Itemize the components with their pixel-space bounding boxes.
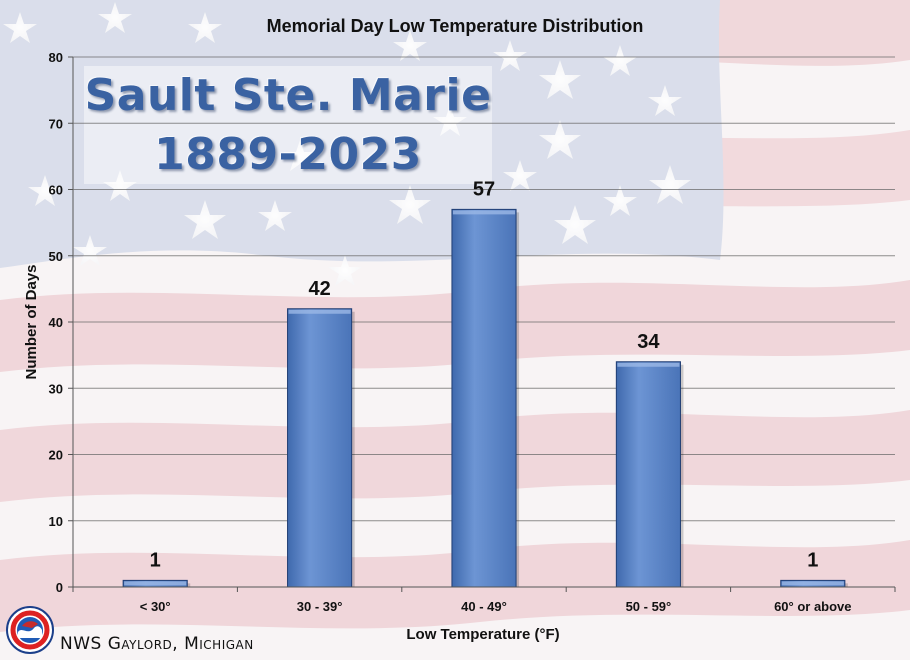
bar-rect xyxy=(287,308,353,588)
bar xyxy=(780,579,848,588)
bar xyxy=(287,308,355,588)
y-axis-ticks: 0 10 20 30 40 50 60 70 80 xyxy=(49,50,73,595)
data-label: 34 xyxy=(637,331,660,353)
x-tick-label: 40 - 49° xyxy=(461,599,507,614)
y-tick-label: 70 xyxy=(49,116,63,131)
bar-highlight xyxy=(452,210,516,215)
x-tick-label: 30 - 39° xyxy=(297,599,343,614)
y-axis-title: Number of Days xyxy=(23,264,40,379)
data-labels: 1 42 57 34 1 xyxy=(150,178,819,571)
data-label: 57 xyxy=(473,178,495,200)
period-title: 1889-2023 xyxy=(154,129,422,180)
bar-rect xyxy=(451,208,517,588)
x-axis-ticks: < 30° 30 - 39° 40 - 49° 50 - 59° 60° or abov… xyxy=(72,587,896,614)
bar-highlight xyxy=(288,309,351,314)
bar-highlight xyxy=(617,362,680,367)
y-tick-label: 10 xyxy=(49,514,63,529)
bar xyxy=(615,361,684,588)
bar-highlight xyxy=(124,581,187,586)
bars xyxy=(122,208,848,588)
data-label: 42 xyxy=(308,278,330,300)
plot-area: 0 10 20 30 40 50 60 70 80 < 30° 30 - 39° 40 - 49° 5… xyxy=(49,50,896,614)
x-axis-title: Low Temperature (°F) xyxy=(406,626,559,643)
footer-credit: NWS Gaylord, Michigan xyxy=(60,634,254,654)
y-tick-label: 30 xyxy=(49,381,63,396)
x-tick-label: 50 - 59° xyxy=(626,599,672,614)
data-label: 1 xyxy=(150,549,161,571)
y-tick-label: 50 xyxy=(49,249,63,264)
x-tick-label: < 30° xyxy=(140,599,171,614)
bar-rect xyxy=(615,361,681,588)
chart-title: Memorial Day Low Temperature Distributio… xyxy=(267,16,644,36)
nws-logo-icon xyxy=(6,606,54,654)
overlay-panel xyxy=(84,66,492,184)
y-tick-label: 0 xyxy=(56,580,63,595)
bar xyxy=(451,208,520,588)
y-tick-label: 40 xyxy=(49,315,63,330)
x-tick-label: 60° or above xyxy=(774,599,851,614)
data-label: 1 xyxy=(807,549,818,571)
star-icon xyxy=(3,2,691,286)
bar-highlight xyxy=(781,581,844,586)
station-title: Sault Ste. Marie xyxy=(84,70,492,121)
y-tick-label: 60 xyxy=(49,183,63,198)
y-tick-label: 80 xyxy=(49,50,63,65)
y-tick-label: 20 xyxy=(49,448,63,463)
bar xyxy=(122,579,191,588)
